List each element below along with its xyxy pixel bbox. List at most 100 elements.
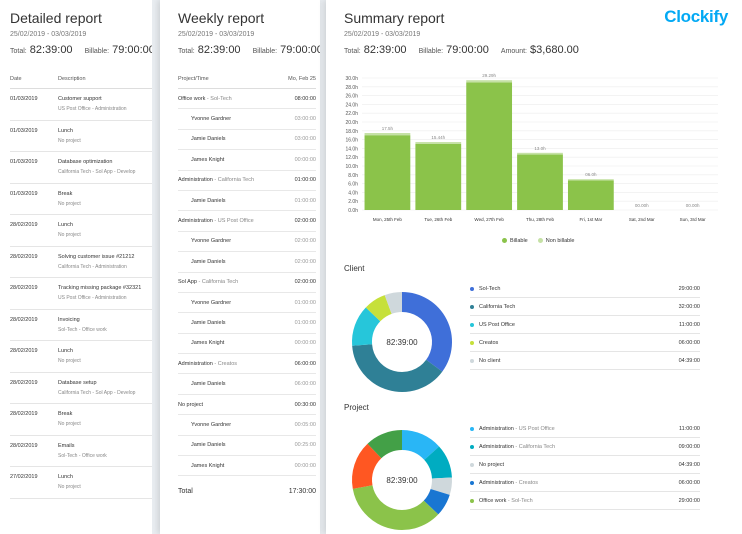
detailed-report-panel: Detailed report 25/02/2019 - 03/03/2019 …: [0, 0, 152, 534]
bar-non-billable[interactable]: [466, 80, 513, 83]
table-row[interactable]: 27/02/2019 Lunch No project: [10, 467, 152, 499]
table-row[interactable]: 01/03/2019 Database optimization Californi…: [10, 152, 152, 184]
table-row[interactable]: 01/03/2019 Lunch No project: [10, 121, 152, 152]
breakdown-label: No client: [470, 358, 500, 364]
breakdown-row[interactable]: No client 04:39:00: [470, 352, 700, 370]
row-label: Jamie Daniels: [178, 198, 226, 204]
bar-data-label: 13.0h: [534, 146, 546, 151]
donut-slice[interactable]: [352, 484, 439, 530]
user-row[interactable]: Jamie Daniels 03:00:00: [178, 130, 316, 151]
bar-billable[interactable]: [567, 180, 614, 210]
entry-name: Break: [58, 190, 73, 197]
breakdown-row[interactable]: US Post Office 11:00:00: [470, 316, 700, 334]
user-row[interactable]: James Knight 00:00:00: [178, 456, 316, 477]
project-row[interactable]: No project 00:30:00: [178, 395, 316, 416]
breakdown-client: - Creatos: [513, 479, 539, 486]
x-tick-label: Wed, 27th Feb: [474, 217, 504, 222]
user-row[interactable]: James Knight 00:00:00: [178, 150, 316, 171]
user-row[interactable]: Yvonne Gardner 00:05:00: [178, 415, 316, 436]
table-row[interactable]: 28/02/2019 Emails Sol-Tech - Office work: [10, 436, 152, 467]
y-tick-label: 14.0h: [345, 146, 358, 152]
color-dot-icon: [470, 322, 474, 327]
project-row[interactable]: Sol App - California Tech 02:00:00: [178, 273, 316, 293]
breakdown-row[interactable]: No project 04:39:00: [470, 456, 700, 474]
donut-slice[interactable]: [367, 430, 403, 459]
donut-slice[interactable]: [423, 446, 452, 480]
breakdown-label: Administration - California Tech: [470, 444, 555, 450]
table-row[interactable]: 28/02/2019 Tracking missing package #3232…: [10, 278, 152, 310]
entry-project: No project: [58, 232, 81, 238]
summary-report-panel: Clockify Summary report 25/02/2019 - 03/…: [326, 0, 742, 534]
bar-non-billable[interactable]: [567, 179, 614, 181]
user-row[interactable]: Jamie Daniels 01:00:00: [178, 313, 316, 334]
breakdown-value: 09:00:00: [678, 443, 700, 450]
donut-slice[interactable]: [352, 307, 381, 346]
breakdown-name: Administration: [479, 443, 514, 450]
y-tick-label: 28.0h: [345, 85, 358, 91]
total-row-value: 17:30:00: [288, 487, 316, 495]
donut-slice[interactable]: [365, 295, 393, 322]
breakdown-row[interactable]: Creatos 06:00:00: [470, 334, 700, 352]
row-label: Jamie Daniels: [178, 259, 226, 265]
y-tick-label: 8.0h: [348, 173, 358, 179]
donut-slice[interactable]: [401, 430, 440, 461]
breakdown-name: Creatos: [479, 339, 499, 346]
label-client: - Creatos: [212, 360, 238, 367]
donut-slice[interactable]: [401, 292, 452, 372]
donut-slice[interactable]: [352, 343, 443, 392]
table-row[interactable]: 28/02/2019 Break No project: [10, 404, 152, 436]
project-row[interactable]: Office work - Sol-Tech 08:00:00: [178, 89, 316, 110]
project-row[interactable]: Administration - US Post Office 02:00:00: [178, 211, 316, 232]
color-dot-icon: [470, 358, 474, 363]
row-date: 01/03/2019: [10, 96, 38, 102]
breakdown-row[interactable]: Administration - Creatos 06:00:00: [470, 474, 700, 492]
bar-non-billable[interactable]: [517, 152, 563, 155]
breakdown-row[interactable]: Administration - California Tech 09:00:00: [470, 438, 700, 456]
breakdown-row[interactable]: Sol-Tech 29:00:00: [470, 280, 700, 298]
table-row[interactable]: 28/02/2019 Database setup California Tech …: [10, 373, 152, 404]
y-tick-label: 22.0h: [345, 111, 358, 117]
bar-billable[interactable]: [517, 154, 563, 210]
bar-non-billable[interactable]: [415, 142, 462, 144]
user-row[interactable]: Jamie Daniels 01:00:00: [178, 191, 316, 212]
table-row[interactable]: 01/03/2019 Break No project: [10, 184, 152, 215]
user-row[interactable]: Jamie Daniels 06:00:00: [178, 374, 316, 395]
billable-value: 79:00:00: [280, 44, 320, 56]
donut-slice[interactable]: [352, 443, 382, 489]
table-row[interactable]: 28/02/2019 Invoicing Sol-Tech - Office wor…: [10, 310, 152, 341]
user-row[interactable]: Yvonne Gardner 03:00:00: [178, 109, 316, 130]
table-row[interactable]: 28/02/2019 Lunch No project: [10, 215, 152, 247]
bar-billable[interactable]: [415, 144, 462, 210]
table-row[interactable]: 28/02/2019 Solving customer issue #21212 C…: [10, 247, 152, 278]
project-row[interactable]: Administration - California Tech 01:00:00: [178, 171, 316, 191]
bar-data-label: 00.00h: [686, 203, 700, 208]
billable-value: 79:00:00: [112, 44, 152, 56]
row-label: James Knight: [178, 463, 224, 469]
billable-label: Billable:: [418, 48, 444, 55]
donut-slice[interactable]: [384, 292, 403, 314]
breakdown-row[interactable]: Office work - Sol-Tech 29:00:00: [470, 492, 700, 510]
bar-billable[interactable]: [364, 135, 411, 210]
row-description: Customer support US Post Office - Adminis…: [58, 96, 127, 120]
donut-slice[interactable]: [430, 477, 452, 495]
bar-billable[interactable]: [466, 82, 513, 210]
breakdown-value: 11:00:00: [678, 321, 700, 328]
user-row[interactable]: Jamie Daniels 00:25:00: [178, 436, 316, 457]
user-row[interactable]: Yvonne Gardner 02:00:00: [178, 232, 316, 253]
row-time: 02:00:00: [294, 238, 316, 245]
breakdown-label: No project: [470, 462, 504, 468]
project-row[interactable]: Administration - Creatos 06:00:00: [178, 354, 316, 375]
user-row[interactable]: James Knight 00:00:00: [178, 334, 316, 355]
table-row[interactable]: 01/03/2019 Customer support US Post Office…: [10, 89, 152, 121]
breakdown-row[interactable]: California Tech 32:00:00: [470, 298, 700, 316]
y-tick-label: 26.0h: [345, 94, 358, 100]
legend-non-billable: Non billable: [545, 238, 575, 244]
user-row[interactable]: Yvonne Gardner 01:00:00: [178, 293, 316, 314]
entry-project: California Tech - Sol App - Develop: [58, 389, 136, 396]
column-date: Date: [10, 76, 22, 82]
user-row[interactable]: Jamie Daniels 02:00:00: [178, 252, 316, 273]
table-row[interactable]: 28/02/2019 Lunch No project: [10, 341, 152, 373]
donut-slice[interactable]: [423, 488, 450, 515]
breakdown-row[interactable]: Administration - US Post Office 11:00:00: [470, 420, 700, 438]
bar-non-billable[interactable]: [364, 133, 411, 136]
